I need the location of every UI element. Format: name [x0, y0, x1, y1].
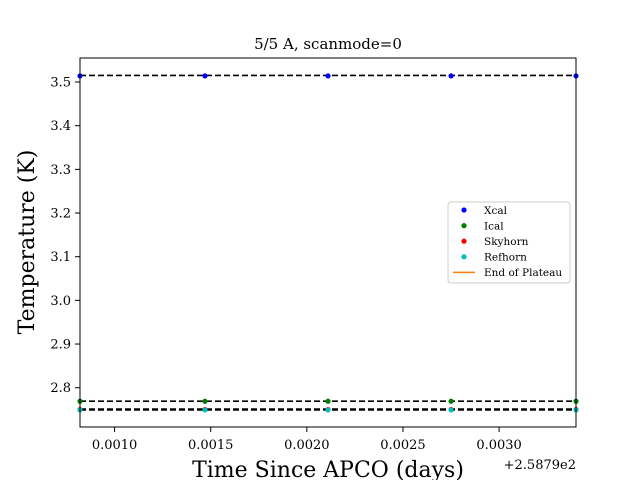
legend-label-end-of-plateau: End of Plateau — [484, 267, 562, 279]
point-ical-1 — [202, 398, 208, 404]
y-tick-label: 2.9 — [50, 338, 71, 353]
point-xcal-2 — [325, 73, 331, 79]
point-refhorn-1 — [202, 407, 208, 413]
legend: Xcal Ical Skyhorn Refhorn End of Plateau — [447, 201, 571, 284]
legend-marker-skyhorn — [461, 238, 467, 244]
point-xcal-3 — [448, 73, 454, 79]
x-tick-label: 0.0010 — [92, 438, 138, 453]
y-tick-label: 3.4 — [50, 119, 71, 134]
plot-frame — [79, 57, 577, 428]
y-tick-label: 3.3 — [50, 163, 71, 178]
point-ical-3 — [448, 398, 454, 404]
x-tick-label: 0.0025 — [380, 438, 426, 453]
legend-marker-xcal — [461, 207, 467, 213]
x-tick-label: 0.0020 — [284, 438, 330, 453]
x-tick-label: 0.0030 — [476, 438, 522, 453]
y-tick-label: 3.1 — [50, 250, 71, 265]
y-tick-label: 3.5 — [50, 76, 71, 91]
point-refhorn-3 — [448, 407, 454, 413]
y-tick-label: 3.0 — [50, 294, 71, 309]
point-ical-2 — [325, 398, 331, 404]
legend-box — [447, 201, 571, 284]
legend-label-xcal: Xcal — [484, 205, 508, 217]
y-axis-label: Temperature (K) — [15, 150, 40, 335]
x-offset-label: +2.5879e2 — [504, 458, 576, 473]
x-tick-label: 0.0015 — [188, 438, 234, 453]
x-axis-label: Time Since APCO (days) — [192, 458, 464, 480]
point-xcal-1 — [202, 73, 208, 79]
legend-label-refhorn: Refhorn — [484, 252, 527, 264]
legend-label-skyhorn: Skyhorn — [484, 236, 529, 248]
y-axis: 2.8 2.9 3.0 3.1 3.2 3.3 3.4 3.5 — [50, 76, 80, 396]
legend-marker-refhorn — [461, 254, 467, 260]
y-tick-label: 3.2 — [50, 207, 71, 222]
y-tick-label: 2.8 — [50, 381, 71, 396]
point-refhorn-2 — [325, 407, 331, 413]
legend-marker-ical — [461, 223, 467, 229]
x-axis: 0.0010 0.0015 0.0020 0.0025 0.0030 — [92, 427, 522, 453]
chart-title: 5/5 A, scanmode=0 — [254, 35, 402, 53]
legend-label-ical: Ical — [484, 220, 504, 232]
